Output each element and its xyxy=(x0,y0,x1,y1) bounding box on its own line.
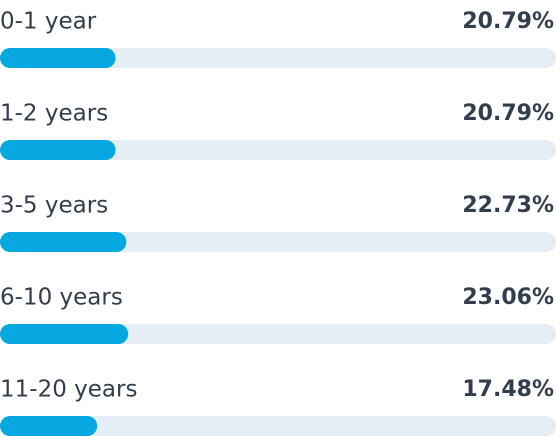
bar xyxy=(0,48,116,68)
value-label: 20.79% xyxy=(462,9,554,34)
value-label: 22.73% xyxy=(462,193,554,218)
bar xyxy=(0,140,116,160)
bar-track xyxy=(0,324,556,344)
category-label: 11-20 years xyxy=(0,377,137,403)
bar xyxy=(0,416,98,436)
bar-track xyxy=(0,140,556,160)
bar xyxy=(0,324,129,344)
bar-track xyxy=(0,416,556,436)
value-label: 23.06% xyxy=(462,285,554,310)
value-label: 17.48% xyxy=(462,377,554,402)
bar-track xyxy=(0,232,556,252)
category-label: 6-10 years xyxy=(0,285,123,311)
category-label: 1-2 years xyxy=(0,101,108,127)
category-label: 3-5 years xyxy=(0,193,108,219)
category-label: 0-1 year xyxy=(0,9,97,35)
bar xyxy=(0,232,127,252)
value-label: 20.79% xyxy=(462,101,554,126)
bar-track xyxy=(0,48,556,68)
